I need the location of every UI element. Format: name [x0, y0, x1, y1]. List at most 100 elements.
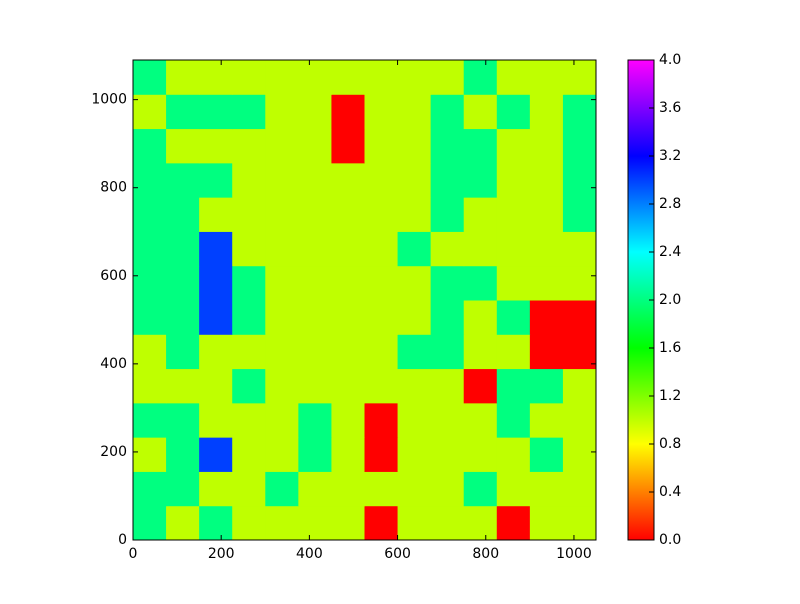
heatmap-cell: [430, 471, 465, 507]
heatmap-cell: [166, 60, 200, 95]
y-tick-label: 800: [100, 180, 127, 196]
heatmap-cell: [265, 231, 299, 267]
heatmap-cell: [232, 300, 266, 335]
heatmap-cell: [331, 162, 365, 198]
colorbar-tick-label: 0.0: [659, 532, 681, 548]
heatmap-cell: [463, 265, 498, 301]
heatmap-cell: [364, 128, 399, 164]
heatmap-cell: [331, 402, 365, 438]
heatmap-cell: [496, 300, 531, 335]
heatmap-cell: [364, 505, 399, 541]
heatmap-cell: [463, 402, 498, 438]
heatmap-cell: [331, 505, 365, 541]
heatmap-cell: [133, 197, 167, 232]
heatmap-cell: [331, 437, 365, 472]
heatmap-cell: [463, 505, 498, 541]
heatmap-cell: [166, 94, 200, 130]
heatmap-cell: [133, 265, 167, 301]
heatmap-cell: [562, 265, 597, 301]
heatmap-cell: [199, 437, 233, 472]
heatmap-cell: [133, 300, 167, 335]
heatmap-cell: [199, 471, 233, 507]
colorbar-tick-label: 0.8: [659, 436, 681, 452]
heatmap-cell: [496, 128, 531, 164]
colorbar-tick-label: 2.8: [659, 196, 681, 212]
colorbar-tick-label: 0.4: [659, 484, 681, 500]
x-tick-label: 1000: [556, 546, 592, 562]
y-tick-label: 600: [100, 268, 127, 284]
heatmap-cell: [232, 334, 266, 370]
heatmap-cell: [397, 505, 432, 541]
heatmap-cell: [562, 471, 597, 507]
heatmap-cell: [529, 471, 564, 507]
heatmap-cell: [364, 231, 399, 267]
heatmap-cell: [463, 231, 498, 267]
heatmap-cell: [496, 60, 531, 95]
heatmap-cell: [397, 265, 432, 301]
heatmap-cell: [331, 471, 365, 507]
heatmap-cell: [529, 368, 564, 404]
x-tick-label: 800: [472, 546, 499, 562]
heatmap-cell: [496, 368, 531, 404]
heatmap-cell: [463, 128, 498, 164]
heatmap-cell: [397, 437, 432, 472]
heatmap-cell: [397, 197, 432, 232]
heatmap-cell: [166, 471, 200, 507]
heatmap-cell: [265, 368, 299, 404]
heatmap-cell: [265, 300, 299, 335]
heatmap-cell: [562, 334, 597, 370]
heatmap-cell: [397, 471, 432, 507]
heatmap-cell: [430, 505, 465, 541]
heatmap-cell: [430, 265, 465, 301]
heatmap-cell: [265, 437, 299, 472]
heatmap-cell: [199, 231, 233, 267]
heatmap-cell: [331, 334, 365, 370]
heatmap-cell: [430, 368, 465, 404]
heatmap-cell: [166, 197, 200, 232]
heatmap-cell: [364, 437, 399, 472]
heatmap-cell: [397, 368, 432, 404]
heatmap-cell: [166, 265, 200, 301]
heatmap-cell: [430, 300, 465, 335]
y-tick-label: 1000: [91, 92, 127, 108]
heatmap-cell: [199, 128, 233, 164]
heatmap-cell: [166, 162, 200, 198]
heatmap-cell: [364, 60, 399, 95]
heatmap-cell: [529, 128, 564, 164]
x-tick-label: 400: [296, 546, 323, 562]
heatmap-cell: [232, 402, 266, 438]
heatmap-cell: [298, 300, 332, 335]
heatmap-cell: [562, 162, 597, 198]
heatmap-cell: [331, 265, 365, 301]
heatmap-cell: [298, 471, 332, 507]
heatmap-cell: [364, 471, 399, 507]
heatmap-cell: [496, 471, 531, 507]
heatmap-cell: [331, 60, 365, 95]
heatmap-cell: [463, 300, 498, 335]
heatmap-cell: [364, 94, 399, 130]
heatmap-cell: [364, 300, 399, 335]
heatmap-cell: [562, 402, 597, 438]
heatmap-cell: [232, 162, 266, 198]
heatmap-cell: [496, 334, 531, 370]
heatmap-cell: [232, 471, 266, 507]
heatmap-cell: [529, 265, 564, 301]
heatmap-cell: [298, 231, 332, 267]
heatmap-cell: [529, 231, 564, 267]
heatmap-cell: [496, 94, 531, 130]
heatmap-cell: [265, 471, 299, 507]
y-tick-label: 400: [100, 356, 127, 372]
x-tick-label: 600: [384, 546, 411, 562]
heatmap-cell: [430, 128, 465, 164]
heatmap-cell: [496, 197, 531, 232]
heatmap-cell: [463, 162, 498, 198]
heatmap-cell: [199, 300, 233, 335]
heatmap-cell: [397, 334, 432, 370]
colorbar-tick-label: 4.0: [659, 52, 681, 68]
heatmap-cell: [562, 300, 597, 335]
heatmap-cell: [133, 162, 167, 198]
heatmap-cell: [298, 162, 332, 198]
heatmap-cell: [298, 437, 332, 472]
heatmap-cell: [298, 265, 332, 301]
heatmap-cell: [496, 162, 531, 198]
